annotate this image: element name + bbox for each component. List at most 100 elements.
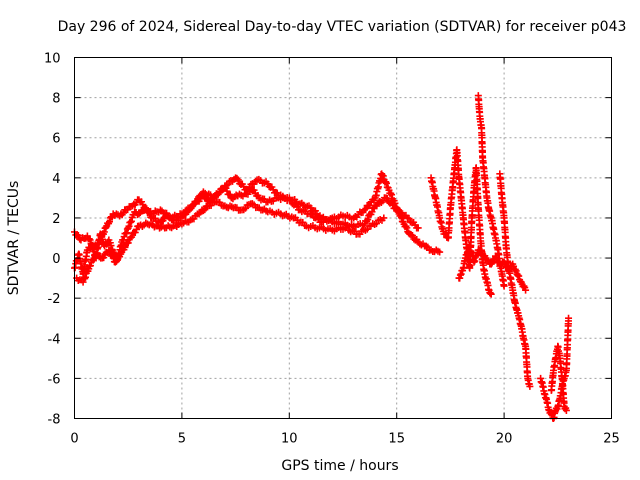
data-point <box>121 243 129 251</box>
data-point <box>127 218 135 226</box>
data-point <box>122 230 130 238</box>
data-point <box>382 179 390 187</box>
data-point <box>127 217 135 225</box>
series-p043-lower <box>73 198 388 286</box>
data-point <box>119 236 127 244</box>
data-point <box>364 216 372 224</box>
data-point <box>132 225 140 233</box>
data-point <box>90 254 98 262</box>
y-tick-label: 2 <box>52 212 60 227</box>
data-point <box>368 208 376 216</box>
data-point <box>112 257 120 265</box>
data-point <box>141 204 149 212</box>
data-point <box>86 262 94 270</box>
data-point <box>74 232 82 240</box>
data-point <box>389 201 397 209</box>
data-point <box>476 246 484 254</box>
x-tick-label: 5 <box>178 432 186 447</box>
data-point <box>403 224 411 232</box>
data-point <box>379 172 387 180</box>
data-point <box>387 189 395 197</box>
y-axis-title: SDTVAR / TECUs <box>6 181 22 296</box>
data-point <box>360 206 368 214</box>
data-point <box>565 314 573 322</box>
series-p043-tail2 <box>547 342 570 414</box>
data-point <box>100 228 108 236</box>
data-point <box>135 210 143 218</box>
data-point <box>511 265 519 273</box>
x-tick-label: 20 <box>496 432 513 447</box>
data-point <box>124 239 132 247</box>
data-point <box>215 189 223 197</box>
x-tick-label: 15 <box>388 432 405 447</box>
y-tick-label: 4 <box>52 172 60 187</box>
data-point <box>128 233 136 241</box>
data-point <box>515 272 523 280</box>
data-point <box>380 214 388 222</box>
data-point <box>92 242 100 250</box>
data-point <box>125 222 133 230</box>
data-point <box>94 240 102 248</box>
data-point <box>487 290 495 298</box>
data-point <box>383 194 391 202</box>
data-point <box>436 248 444 256</box>
y-tick-label: -4 <box>48 332 61 347</box>
data-point <box>102 223 110 231</box>
series-p043-tail <box>537 314 573 422</box>
x-tick-label: 10 <box>281 432 298 447</box>
series-p043-upper <box>71 174 422 252</box>
x-tick-label: 0 <box>70 432 78 447</box>
data-point <box>234 176 242 184</box>
data-point <box>388 191 396 199</box>
y-tick-label: -6 <box>48 372 61 387</box>
data-point <box>522 286 530 294</box>
y-tick-label: 10 <box>44 52 61 67</box>
data-point <box>199 207 207 215</box>
x-tick-labels: 0 5 10 15 20 25 <box>70 432 619 447</box>
data-point <box>192 198 200 206</box>
y-tick-label: 6 <box>52 132 60 147</box>
data-point <box>512 267 520 275</box>
data-point <box>201 206 209 214</box>
data-point <box>250 186 258 194</box>
data-point <box>85 235 93 243</box>
data-point <box>407 231 415 239</box>
data-point <box>106 247 114 255</box>
data-point <box>488 259 496 267</box>
series-p043-trackA <box>427 146 495 298</box>
data-point <box>82 273 90 281</box>
data-point <box>97 235 105 243</box>
x-tick-label: 25 <box>603 432 620 447</box>
series-p043-spike <box>474 92 508 290</box>
data-point <box>562 406 570 414</box>
tick-marks <box>74 57 612 419</box>
data-point <box>500 282 508 290</box>
data-point <box>126 234 134 242</box>
chart-title: Day 296 of 2024, Sidereal Day-to-day VTE… <box>58 19 627 35</box>
series-p043-main <box>71 170 444 278</box>
x-axis-title: GPS time / hours <box>281 458 398 474</box>
data-point <box>526 382 534 390</box>
data-point <box>520 282 528 290</box>
series-p043-late <box>496 170 534 390</box>
data-point <box>408 232 416 240</box>
y-tick-label: 8 <box>52 92 60 107</box>
data-point <box>382 178 390 186</box>
data-point <box>79 278 87 286</box>
plot-frame <box>74 57 612 419</box>
data-series <box>71 92 573 422</box>
data-point <box>193 197 201 205</box>
data-point <box>487 260 495 268</box>
data-point <box>81 275 89 283</box>
data-point <box>105 218 113 226</box>
y-tick-label: 0 <box>52 252 60 267</box>
grid <box>74 57 612 419</box>
y-tick-labels: -8 -6 -4 -2 0 2 4 6 8 10 <box>44 52 61 428</box>
data-point <box>414 224 422 232</box>
data-point <box>100 254 108 262</box>
y-tick-label: -8 <box>48 413 61 428</box>
y-tick-label: -2 <box>48 292 61 307</box>
data-point <box>86 236 94 244</box>
data-point <box>123 229 131 237</box>
